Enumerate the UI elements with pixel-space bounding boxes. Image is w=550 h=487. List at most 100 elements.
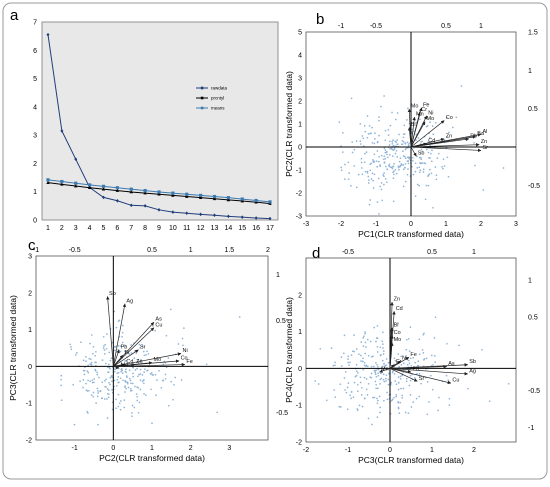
- panel-c-score-point: [145, 394, 147, 397]
- panel-c-score-point: [120, 367, 123, 370]
- panel-d-score-point: [382, 378, 385, 381]
- panel-c-loading-arrow: [113, 365, 120, 369]
- panel-c-score-point: [133, 406, 136, 409]
- panel-b-score-point: [429, 157, 431, 159]
- panel-b-score-point: [366, 170, 369, 173]
- panel-b-score-point: [442, 158, 445, 161]
- panel-b-score-point: [418, 184, 421, 187]
- panel-a-xtick-label: 11: [183, 225, 190, 232]
- panel-b-score-point: [384, 151, 387, 154]
- panel-a-xtick-label: 15: [238, 225, 246, 232]
- panel-b-score-point: [376, 150, 379, 152]
- panel-b-score-point: [404, 162, 407, 165]
- panel-c-score-point: [160, 386, 163, 389]
- panel-a-xtick-label: 2: [60, 225, 64, 232]
- panel-c-score-point: [109, 376, 112, 379]
- panel-c-score-point: [101, 359, 104, 361]
- panel-d-score-point: [397, 401, 400, 404]
- panel-a-point-prcntyl: [198, 195, 203, 199]
- panel-b-top-tick-label: 1: [479, 23, 483, 30]
- panel-d-score-point: [407, 359, 410, 362]
- panel-b-score-point: [386, 168, 389, 171]
- panel-d-score-point: [377, 399, 379, 402]
- panel-c-score-point: [83, 369, 86, 372]
- panel-c-loading-label: Pb: [121, 344, 128, 350]
- panel-c-score-point: [125, 371, 128, 374]
- panel-d-score-point: [375, 375, 378, 378]
- panel-b-top-tick-label: 0.5: [441, 23, 451, 30]
- panel-b-score-point: [384, 178, 387, 180]
- panel-d-score-point: [356, 409, 359, 412]
- panel-c-score-point: [126, 382, 129, 385]
- panel-d-loading-label: Zn: [394, 297, 400, 303]
- panel-a-xtick-label: 4: [88, 225, 92, 232]
- panel-d-score-point: [401, 394, 404, 397]
- panel-b-score-point: [392, 177, 395, 180]
- panel-b-score-point: [412, 173, 415, 176]
- panel-d-score-point: [377, 368, 380, 371]
- panel-d-score-point: [416, 365, 419, 367]
- panel-d-score-point: [374, 371, 377, 374]
- panel-a-point-rawdata: [115, 198, 119, 203]
- panel-c-score-point: [74, 354, 77, 356]
- panel-c-score-point: [138, 373, 140, 376]
- panel-c-score-point: [238, 316, 241, 318]
- panel-c-ytick-label: -2: [26, 438, 32, 445]
- panel-c-score-point: [108, 381, 110, 384]
- panel-d-biplot: -2 -1 0 1 2 -2 -1 0 1 2 -0.5 0.5 1 -1 -0.5 0.5 1 Zn Cd Bi Co…: [284, 249, 540, 465]
- panel-b-score-point: [395, 118, 397, 121]
- panel-b-score-point: [347, 178, 350, 181]
- panel-d-score-point: [412, 401, 415, 403]
- panel-d-loading-arrow: [389, 368, 469, 376]
- panel-b-score-point: [427, 151, 430, 154]
- panel-d-score-point: [409, 357, 412, 360]
- panel-b-score-point: [383, 95, 385, 97]
- panel-b-score-point: [437, 152, 440, 155]
- panel-c-score-point: [136, 386, 139, 388]
- panel-d-score-point: [407, 337, 410, 340]
- panel-a-point-means: [115, 186, 119, 190]
- panel-d-score-point: [447, 379, 450, 382]
- panel-c-score-point: [121, 369, 124, 372]
- panel-d-top-tick-label: -0.5: [342, 249, 354, 256]
- panel-b-score-point: [392, 149, 394, 152]
- panel-d-score-point: [362, 357, 364, 360]
- panel-d-score-point: [402, 387, 405, 390]
- panel-c-xlabel: PC2(CLR transformed data): [99, 453, 205, 463]
- panel-b-score-point: [359, 140, 362, 143]
- panel-a-point-means: [171, 191, 175, 195]
- panel-c-score-point: [116, 372, 119, 374]
- panel-b-xtick-label: -2: [338, 221, 344, 228]
- panel-a-point-prcntyl: [60, 182, 64, 186]
- panel-b-score-point: [378, 116, 380, 118]
- panel-a-point-rawdata: [129, 203, 133, 208]
- panel-c-score-point: [122, 379, 124, 382]
- panel-c-score-point: [183, 327, 185, 329]
- panel-d-score-point: [355, 374, 358, 377]
- panel-d-score-point: [385, 358, 388, 360]
- panel-c-score-point: [87, 412, 89, 414]
- panel-b-score-point: [389, 124, 392, 127]
- panel-b-score-point: [373, 153, 376, 156]
- panel-b-score-point: [359, 123, 362, 125]
- panel-b-score-point: [412, 156, 414, 159]
- panel-b-score-point: [378, 213, 380, 215]
- panel-c-score-point: [131, 415, 133, 418]
- panel-c-xtick-label: 2: [189, 445, 193, 452]
- panel-c-right-tick-label: -0.5: [276, 410, 288, 417]
- panel-c-score-point: [60, 374, 63, 377]
- panel-b-score-point: [422, 171, 425, 173]
- panel-c-loading-label: Sr: [140, 344, 146, 350]
- panel-b-loading-arrow: [410, 143, 480, 148]
- panel-a-point-means: [74, 181, 78, 185]
- panel-c-score-point: [124, 385, 127, 387]
- panel-a-point-means: [88, 183, 92, 187]
- panel-b-score-point: [430, 152, 432, 155]
- panel-b-score-point: [393, 173, 395, 176]
- panel-b-loading-label: Cd: [428, 138, 435, 144]
- panel-d-score-point: [366, 394, 369, 396]
- panel-d-score-point: [445, 374, 448, 377]
- panel-c-score-point: [147, 352, 150, 355]
- panel-d-score-point: [349, 394, 351, 397]
- panel-b-score-point: [382, 174, 384, 176]
